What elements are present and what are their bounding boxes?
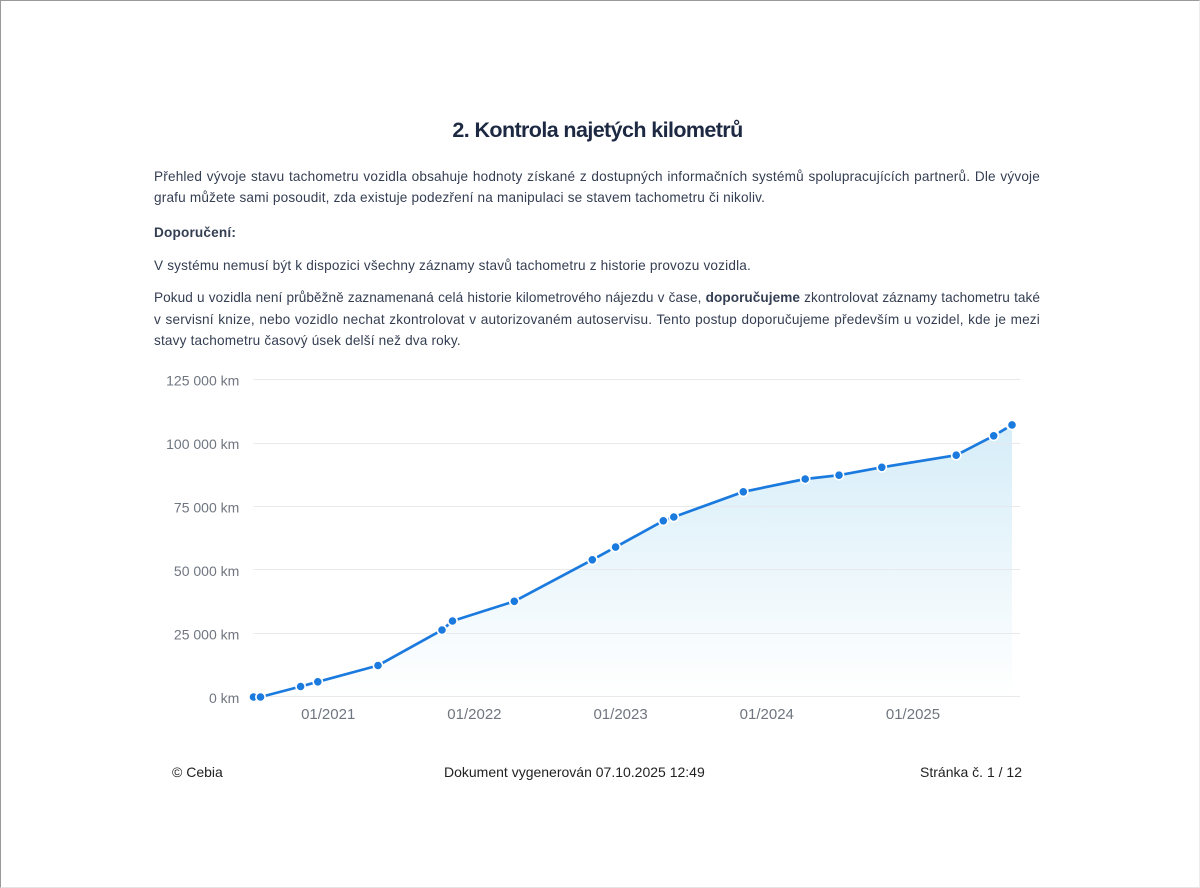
svg-text:01/2024: 01/2024	[740, 706, 794, 723]
svg-text:01/2023: 01/2023	[593, 706, 647, 723]
svg-text:125 000 km: 125 000 km	[166, 373, 239, 389]
svg-text:01/2021: 01/2021	[301, 706, 355, 723]
svg-text:25 000 km: 25 000 km	[174, 627, 239, 643]
svg-text:0 km: 0 km	[209, 690, 239, 706]
svg-text:50 000 km: 50 000 km	[174, 563, 239, 579]
svg-text:01/2022: 01/2022	[447, 706, 501, 723]
svg-text:01/2025: 01/2025	[886, 706, 940, 723]
svg-text:75 000 km: 75 000 km	[174, 500, 239, 516]
svg-text:100 000 km: 100 000 km	[166, 436, 239, 452]
